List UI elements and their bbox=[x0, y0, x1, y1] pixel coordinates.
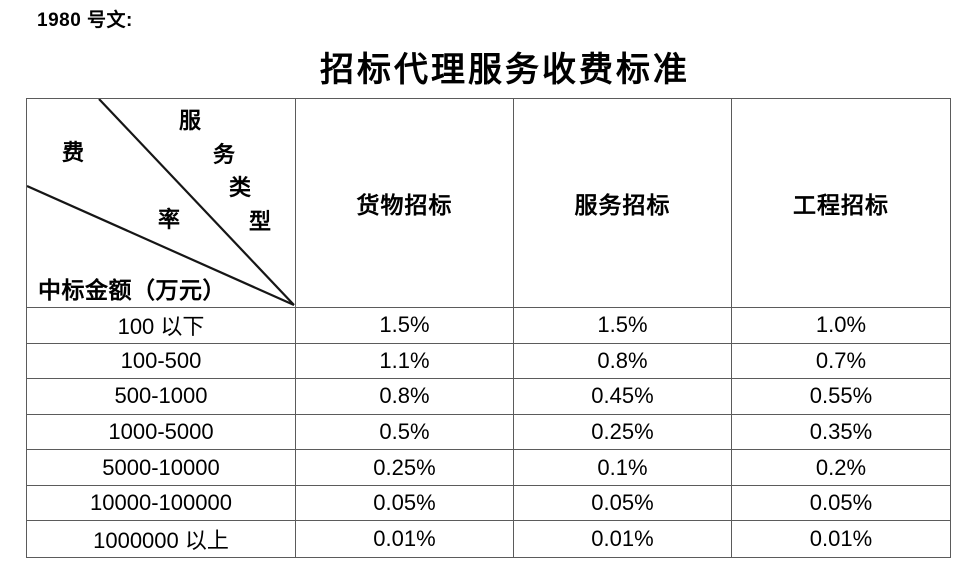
rate-cell: 1.1% bbox=[296, 343, 514, 380]
rate-cell: 0.05% bbox=[514, 485, 732, 522]
rate-cell: 0.8% bbox=[514, 343, 732, 380]
rate-cell: 0.35% bbox=[732, 415, 950, 451]
table-corner-cell: 服 务 类 型 费 率 中标金额（万元） bbox=[27, 99, 296, 308]
corner-service-type-char-3: 类 bbox=[229, 175, 252, 200]
corner-fee-rate-char-1: 费 bbox=[62, 140, 85, 165]
rate-cell: 1.0% bbox=[732, 308, 950, 344]
column-header-engineering: 工程招标 bbox=[732, 99, 950, 308]
amount-cell: 500-1000 bbox=[27, 379, 296, 415]
doc-number-label: 1980 号文: bbox=[37, 10, 133, 31]
rate-cell: 0.05% bbox=[296, 485, 514, 522]
corner-amount-header: 中标金额（万元） bbox=[38, 278, 226, 303]
column-header-goods: 货物招标 bbox=[296, 99, 514, 308]
rate-cell: 0.25% bbox=[514, 414, 732, 451]
amount-cell: 5000-10000 bbox=[27, 450, 296, 486]
amount-cell: 100 以下 bbox=[27, 308, 296, 344]
column-header-service: 服务招标 bbox=[514, 99, 732, 308]
rate-cell: 0.7% bbox=[732, 344, 950, 380]
page-title: 招标代理服务收费标准 bbox=[320, 52, 690, 89]
corner-service-type-char-2: 务 bbox=[213, 142, 236, 167]
amount-cell: 1000000 以上 bbox=[27, 521, 296, 557]
corner-fee-rate-char-2: 率 bbox=[158, 207, 181, 232]
rate-cell: 1.5% bbox=[514, 308, 732, 344]
rate-cell: 0.5% bbox=[296, 414, 514, 451]
rate-cell: 0.25% bbox=[296, 450, 514, 486]
rate-cell: 1.5% bbox=[296, 308, 514, 344]
corner-service-type-char-1: 服 bbox=[179, 108, 202, 133]
fee-table: 服 务 类 型 费 率 中标金额（万元） 货物招标 服务招标 工程招标 100 … bbox=[26, 98, 951, 558]
corner-service-type-char-4: 型 bbox=[249, 209, 272, 234]
rate-cell: 0.45% bbox=[514, 379, 732, 415]
rate-cell: 0.01% bbox=[514, 521, 732, 557]
diagonal-divider-lines bbox=[27, 99, 295, 307]
rate-cell: 0.01% bbox=[296, 521, 514, 557]
rate-cell: 0.05% bbox=[732, 486, 950, 522]
rate-cell: 0.8% bbox=[296, 379, 514, 415]
rate-cell: 0.55% bbox=[732, 379, 950, 415]
rate-cell: 0.2% bbox=[732, 450, 950, 486]
rate-cell: 0.1% bbox=[514, 450, 732, 486]
amount-cell: 100-500 bbox=[27, 343, 296, 380]
amount-cell: 1000-5000 bbox=[27, 414, 296, 451]
rate-cell: 0.01% bbox=[809, 526, 873, 552]
amount-cell: 10000-100000 bbox=[27, 485, 296, 522]
